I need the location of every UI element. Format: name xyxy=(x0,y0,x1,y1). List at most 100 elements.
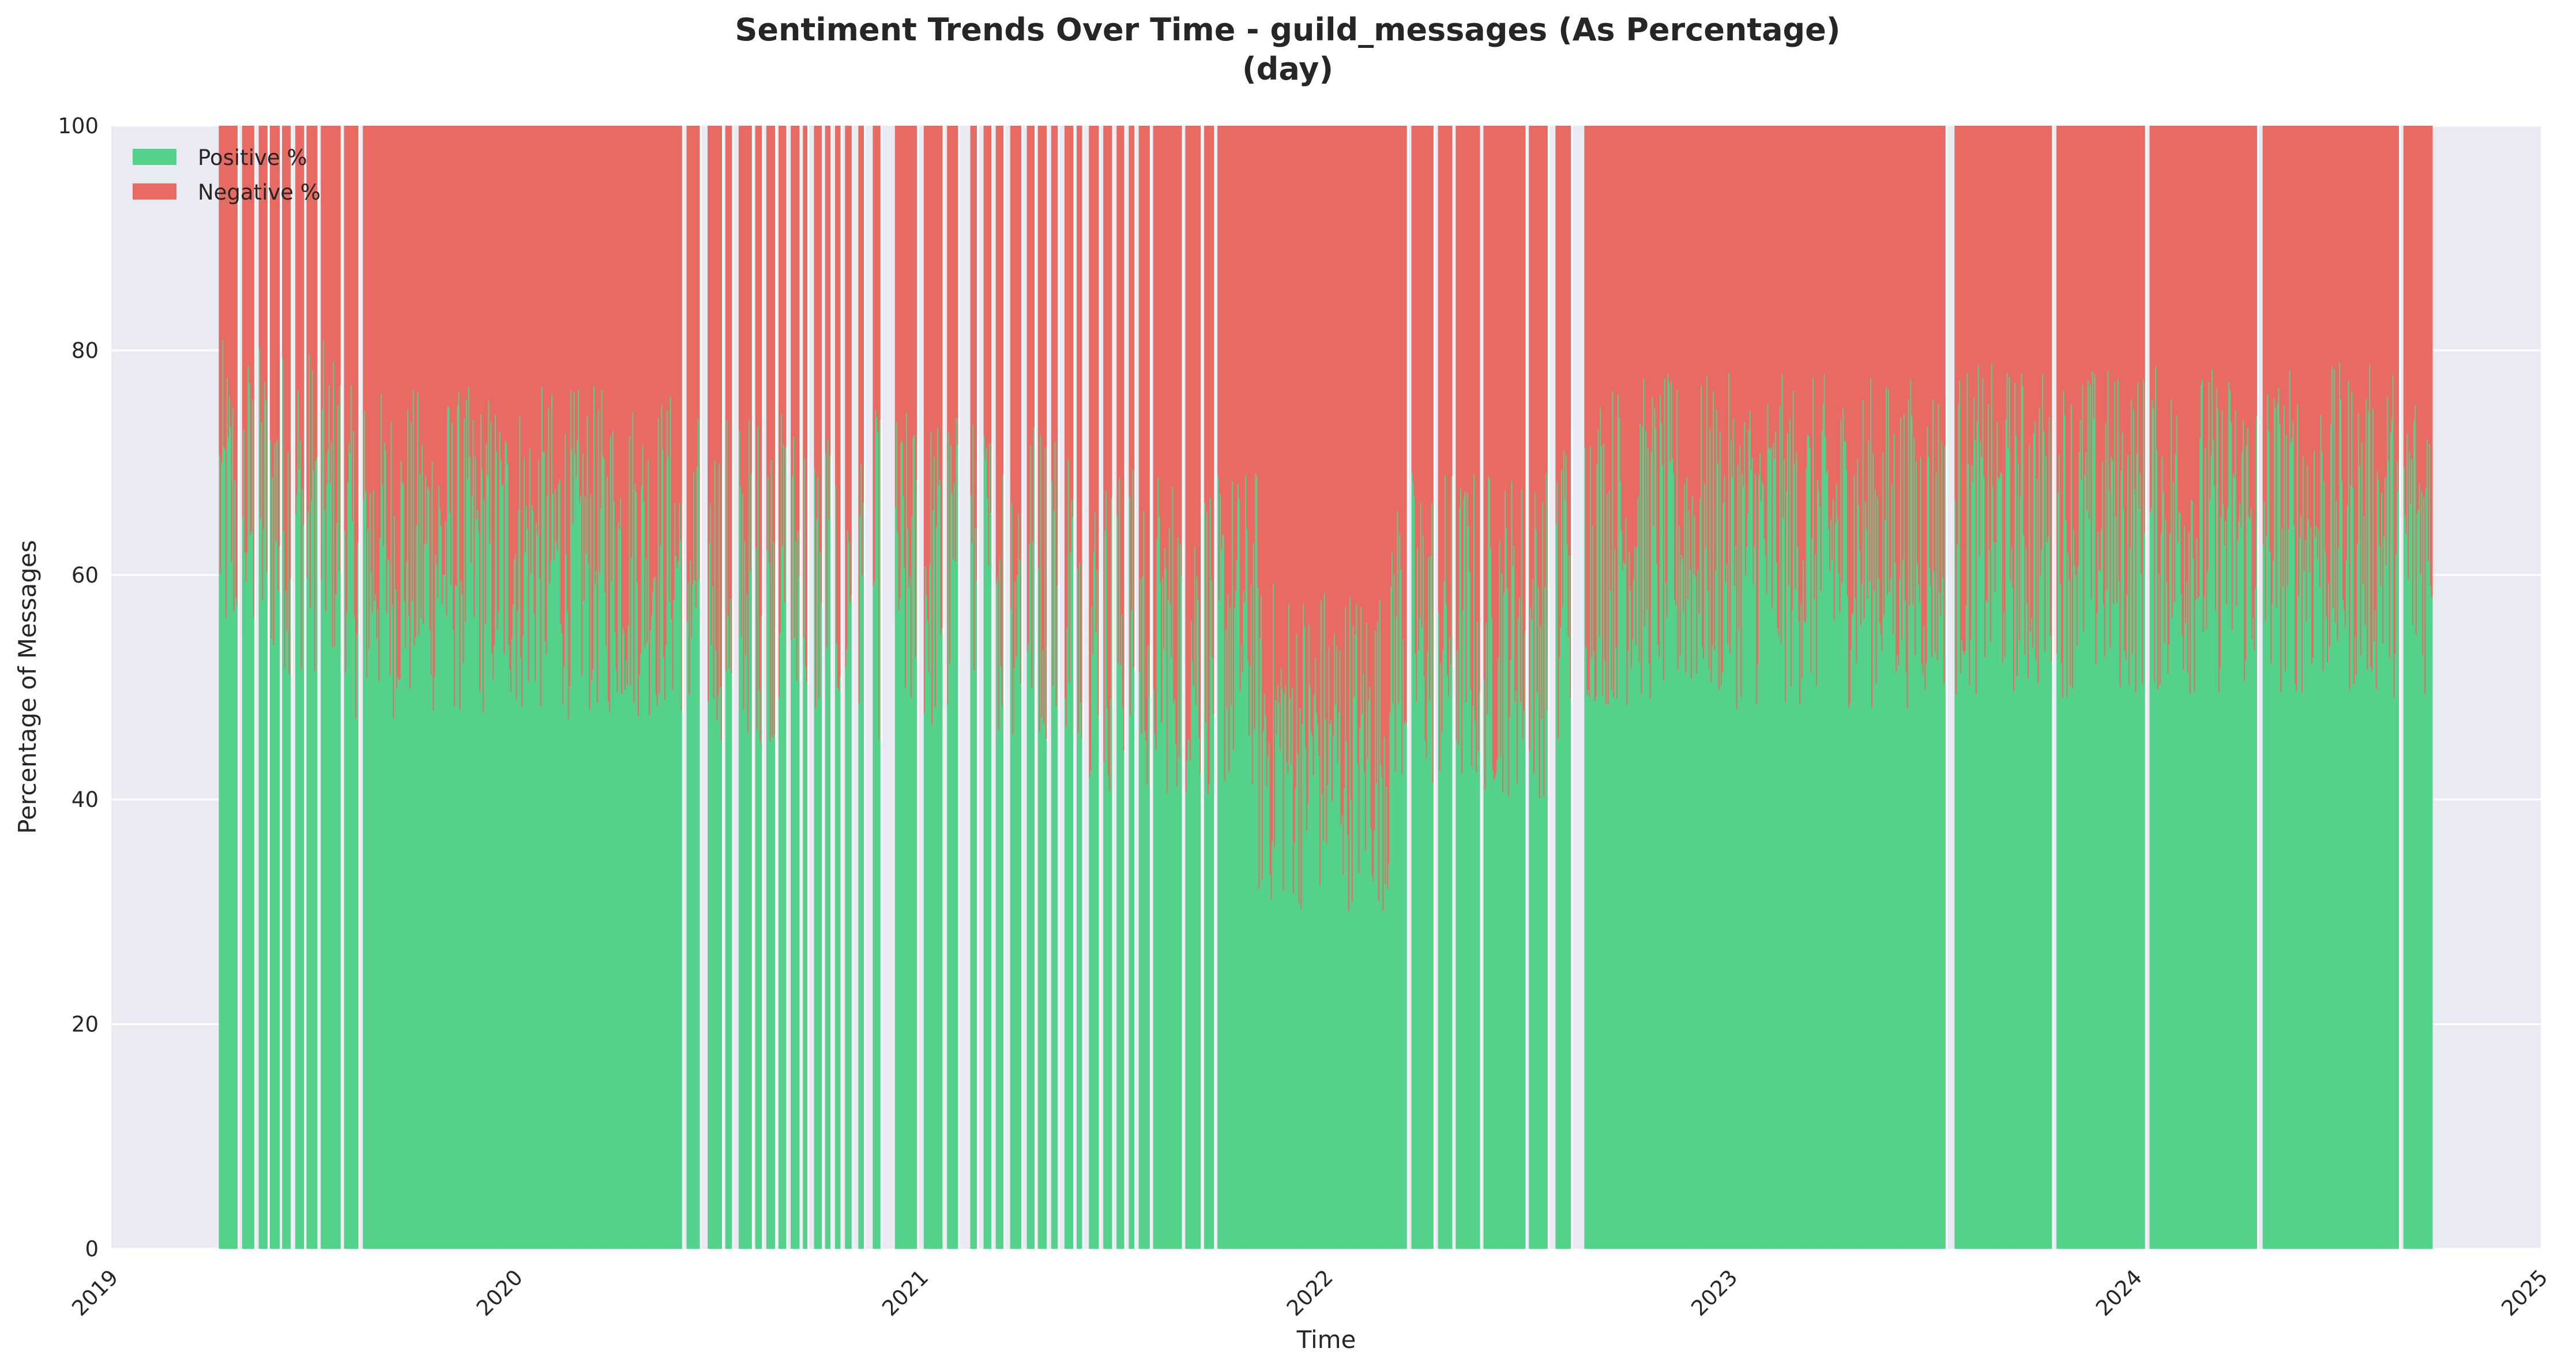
negative-area-segment xyxy=(1238,126,1240,499)
negative-area-segment xyxy=(613,126,615,502)
negative-area-segment xyxy=(2374,126,2376,610)
negative-area-segment xyxy=(375,126,377,595)
positive-area-segment xyxy=(1785,701,1787,1249)
positive-area-segment xyxy=(2142,684,2143,1249)
positive-area-segment xyxy=(1795,589,1797,1249)
positive-area-segment xyxy=(897,532,899,1249)
negative-area-segment xyxy=(614,126,616,633)
negative-area-segment xyxy=(1424,126,1427,741)
negative-area-segment xyxy=(2182,126,2183,636)
negative-area-segment xyxy=(2172,126,2175,483)
negative-area-segment xyxy=(1899,126,1901,579)
positive-area-segment xyxy=(755,547,757,1249)
positive-area-segment xyxy=(1185,792,1187,1249)
negative-area-segment xyxy=(608,126,610,702)
positive-area-segment xyxy=(766,550,768,1249)
positive-area-segment xyxy=(1965,606,1968,1249)
negative-area-segment xyxy=(2263,126,2266,502)
negative-area-segment xyxy=(816,126,818,520)
positive-area-segment xyxy=(1362,713,1363,1249)
positive-area-segment xyxy=(2282,587,2284,1249)
positive-area-segment xyxy=(386,613,388,1249)
data-gap-edge xyxy=(700,126,702,1249)
negative-area-segment xyxy=(2239,126,2241,503)
positive-area-segment xyxy=(1219,600,1220,1249)
negative-area-segment xyxy=(2032,126,2034,648)
negative-area-segment xyxy=(1689,126,1691,570)
negative-area-segment xyxy=(461,126,464,594)
negative-area-segment xyxy=(2359,126,2361,466)
positive-area-segment xyxy=(1517,784,1518,1249)
positive-area-segment xyxy=(1798,621,1800,1249)
positive-area-segment xyxy=(1799,704,1801,1249)
negative-area-segment xyxy=(2232,126,2235,474)
positive-area-segment xyxy=(1661,465,1664,1249)
positive-area-segment xyxy=(660,545,662,1249)
positive-area-segment xyxy=(589,709,591,1249)
negative-area-segment xyxy=(1169,126,1172,604)
positive-area-segment xyxy=(1904,600,1906,1249)
data-gap-edge xyxy=(722,126,724,1249)
negative-area-segment xyxy=(709,126,712,504)
positive-area-segment xyxy=(1760,500,1762,1249)
negative-area-segment xyxy=(283,126,285,531)
positive-area-segment xyxy=(1323,593,1326,1249)
positive-area-segment xyxy=(1138,671,1141,1249)
positive-area-segment xyxy=(1622,570,1624,1249)
positive-area-segment xyxy=(746,594,749,1249)
negative-area-segment xyxy=(2412,126,2414,625)
negative-area-segment xyxy=(1483,126,1486,680)
negative-area-segment xyxy=(1535,126,1537,530)
data-gap xyxy=(807,126,814,1249)
positive-area-segment xyxy=(1960,673,1962,1249)
positive-area-segment xyxy=(2404,516,2406,1249)
positive-area-segment xyxy=(1982,378,1984,1249)
negative-area-segment xyxy=(836,126,838,644)
negative-area-segment xyxy=(1449,126,1451,637)
positive-area-segment xyxy=(1090,771,1092,1249)
negative-area-segment xyxy=(649,126,650,716)
positive-area-segment xyxy=(694,580,696,1249)
negative-area-segment xyxy=(595,126,597,572)
negative-area-segment xyxy=(471,126,473,495)
negative-area-segment xyxy=(571,126,573,450)
positive-area-segment xyxy=(797,531,799,1249)
positive-area-segment xyxy=(2194,692,2196,1249)
positive-area-segment xyxy=(1512,565,1514,1249)
negative-area-segment xyxy=(299,126,302,441)
positive-area-segment xyxy=(1606,494,1608,1249)
positive-area-segment xyxy=(233,611,235,1249)
negative-area-segment xyxy=(1144,126,1146,731)
x-tick-label: 2019 xyxy=(67,1265,123,1321)
positive-area-segment xyxy=(2081,480,2083,1249)
data-gap xyxy=(2257,126,2263,1249)
positive-area-segment xyxy=(1954,500,1956,1249)
negative-area-segment xyxy=(689,126,691,696)
positive-area-segment xyxy=(1930,586,1932,1249)
positive-area-segment xyxy=(337,405,339,1249)
positive-area-segment xyxy=(1897,655,1899,1249)
positive-area-segment xyxy=(1470,689,1472,1249)
negative-area-segment xyxy=(498,126,500,613)
positive-area-segment xyxy=(1665,583,1667,1249)
positive-area-segment xyxy=(878,739,880,1249)
negative-area-segment xyxy=(863,126,864,503)
positive-area-segment xyxy=(2078,452,2081,1249)
positive-area-segment xyxy=(387,559,389,1249)
negative-area-segment xyxy=(396,126,398,689)
positive-area-segment xyxy=(1303,604,1304,1249)
positive-area-segment xyxy=(1067,459,1070,1249)
positive-area-segment xyxy=(2095,664,2097,1249)
positive-area-segment xyxy=(1445,475,1446,1249)
negative-area-segment xyxy=(1754,126,1756,547)
negative-area-segment xyxy=(1274,126,1276,848)
positive-area-segment xyxy=(670,397,672,1249)
negative-area-segment xyxy=(1093,126,1095,551)
negative-area-segment xyxy=(409,126,411,689)
negative-area-segment xyxy=(1589,126,1592,446)
negative-area-segment xyxy=(1019,126,1021,560)
positive-area-segment xyxy=(2222,504,2225,1249)
positive-area-segment xyxy=(1901,639,1903,1249)
positive-area-segment xyxy=(1320,600,1322,1249)
negative-area-segment xyxy=(357,126,359,543)
